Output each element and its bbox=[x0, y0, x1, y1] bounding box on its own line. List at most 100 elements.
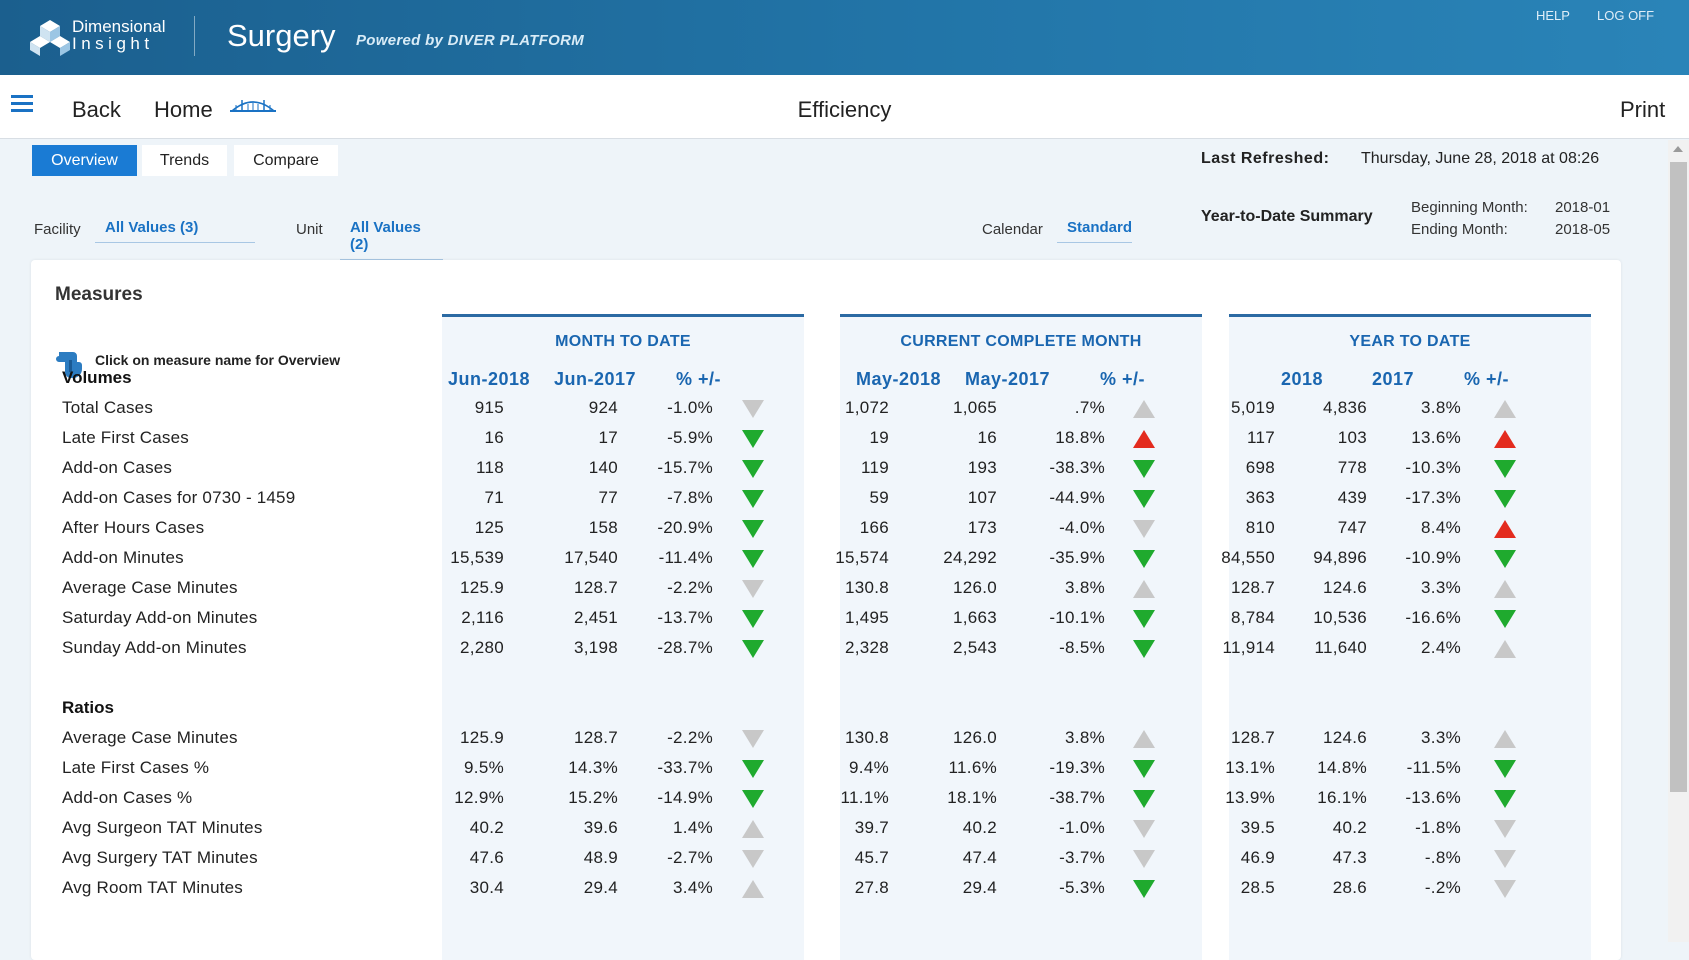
up-neutral-arrow-icon bbox=[742, 820, 764, 838]
current-value: 16 bbox=[484, 428, 504, 447]
header-divider bbox=[194, 16, 195, 56]
app-title: Surgery bbox=[227, 18, 336, 53]
scroll-up-arrow-icon[interactable] bbox=[1673, 146, 1683, 152]
measure-name-link[interactable]: Sunday Add-on Minutes bbox=[62, 638, 247, 657]
bridge-icon[interactable] bbox=[230, 95, 276, 117]
calendar-filter-select[interactable]: Standard bbox=[1057, 219, 1132, 243]
measure-name-link[interactable]: After Hours Cases bbox=[62, 518, 205, 537]
unit-filter-label: Unit bbox=[296, 221, 323, 238]
percent-change: -2.2% bbox=[667, 728, 713, 747]
measure-name-link[interactable]: Add-on Cases % bbox=[62, 788, 193, 807]
section-title: Ratios bbox=[62, 698, 114, 717]
tab-compare[interactable]: Compare bbox=[234, 145, 338, 176]
down-neutral-arrow-icon bbox=[1494, 850, 1516, 868]
up-red-arrow-icon bbox=[1494, 430, 1516, 448]
down-neutral-arrow-icon bbox=[742, 580, 764, 598]
column-header: Jun-2017 bbox=[554, 369, 637, 389]
current-value: 117 bbox=[1246, 428, 1275, 447]
prior-value: 173 bbox=[967, 518, 997, 537]
current-value: 12.9% bbox=[454, 788, 504, 807]
panel-title: YEAR TO DATE bbox=[1349, 333, 1471, 350]
ytd-summary-title: Year-to-Date Summary bbox=[1201, 208, 1373, 225]
percent-change: -14.9% bbox=[657, 788, 713, 807]
prior-value: 439 bbox=[1337, 488, 1367, 507]
menu-icon[interactable] bbox=[11, 95, 33, 113]
measure-name-link[interactable]: Avg Room TAT Minutes bbox=[62, 878, 243, 897]
ending-month-value: 2018-05 bbox=[1555, 221, 1611, 238]
prior-value: 3,198 bbox=[573, 638, 618, 657]
measure-name-link[interactable]: Average Case Minutes bbox=[62, 728, 238, 747]
measure-name-link[interactable]: Add-on Cases bbox=[62, 458, 173, 477]
prior-value: 40.2 bbox=[1332, 818, 1367, 837]
current-value: 15,574 bbox=[835, 548, 889, 567]
down-green-arrow-icon bbox=[1494, 490, 1516, 508]
measure-name-link[interactable]: Add-on Minutes bbox=[62, 548, 184, 567]
percent-change: -38.3% bbox=[1049, 458, 1105, 477]
percent-change: -19.3% bbox=[1049, 758, 1105, 777]
prior-value: 47.3 bbox=[1332, 848, 1367, 867]
down-green-arrow-icon bbox=[1133, 790, 1155, 808]
percent-change: 3.3% bbox=[1421, 578, 1461, 597]
print-button[interactable]: Print bbox=[1620, 97, 1666, 122]
current-value: 2,328 bbox=[844, 638, 889, 657]
column-header: Jun-2018 bbox=[448, 369, 531, 389]
measure-name-link[interactable]: Average Case Minutes bbox=[62, 578, 238, 597]
prior-value: 193 bbox=[967, 458, 997, 477]
calendar-filter-label: Calendar bbox=[982, 221, 1043, 238]
logoff-link[interactable]: LOG OFF bbox=[1597, 8, 1655, 23]
powered-by-label: Powered by DIVER PLATFORM bbox=[356, 32, 585, 49]
prior-value: 18.1% bbox=[947, 788, 997, 807]
measure-name-link[interactable]: Saturday Add-on Minutes bbox=[62, 608, 258, 627]
help-link[interactable]: HELP bbox=[1536, 8, 1570, 23]
tab-trends[interactable]: Trends bbox=[142, 145, 227, 176]
current-value: 125.9 bbox=[459, 728, 504, 747]
column-header: 2018 bbox=[1281, 369, 1324, 389]
prior-value: 14.3% bbox=[568, 758, 618, 777]
current-value: 40.2 bbox=[469, 818, 504, 837]
scrollbar[interactable] bbox=[1668, 140, 1689, 942]
down-neutral-arrow-icon bbox=[1133, 520, 1155, 538]
down-green-arrow-icon bbox=[1133, 880, 1155, 898]
percent-change: 1.4% bbox=[673, 818, 713, 837]
tab-overview[interactable]: Overview bbox=[32, 145, 137, 176]
down-neutral-arrow-icon bbox=[742, 730, 764, 748]
current-value: 11,914 bbox=[1222, 638, 1275, 657]
down-green-arrow-icon bbox=[1133, 490, 1155, 508]
back-link[interactable]: Back bbox=[72, 97, 121, 122]
current-value: 125.9 bbox=[459, 578, 504, 597]
current-value: 39.5 bbox=[1240, 818, 1275, 837]
column-header: May-2017 bbox=[965, 369, 1051, 389]
percent-change: -20.9% bbox=[657, 518, 713, 537]
prior-value: 140 bbox=[588, 458, 618, 477]
measure-name-link[interactable]: Avg Surgeon TAT Minutes bbox=[62, 818, 263, 837]
measure-name-link[interactable]: Add-on Cases for 0730 - 1459 bbox=[62, 488, 296, 507]
measure-name-link[interactable]: Avg Surgery TAT Minutes bbox=[62, 848, 258, 867]
column-header: 2017 bbox=[1372, 369, 1415, 389]
percent-change: 3.4% bbox=[673, 878, 713, 897]
unit-filter-select[interactable]: All Values (2) bbox=[340, 219, 443, 260]
down-neutral-arrow-icon bbox=[742, 850, 764, 868]
measure-name-link[interactable]: Late First Cases bbox=[62, 428, 189, 447]
percent-change: -5.9% bbox=[667, 428, 713, 447]
measure-name-link[interactable]: Total Cases bbox=[62, 398, 154, 417]
percent-change: -35.9% bbox=[1049, 548, 1105, 567]
measure-name-link[interactable]: Late First Cases % bbox=[62, 758, 210, 777]
down-neutral-arrow-icon bbox=[1133, 820, 1155, 838]
facility-filter-select[interactable]: All Values (3) bbox=[95, 219, 255, 243]
prior-value: 17 bbox=[598, 428, 618, 447]
brand-name: Dimensional Insight bbox=[72, 18, 166, 52]
prior-value: 48.9 bbox=[583, 848, 618, 867]
down-green-arrow-icon bbox=[742, 460, 764, 478]
scrollbar-thumb[interactable] bbox=[1670, 162, 1687, 792]
measures-hint: Click on measure name for Overview bbox=[95, 352, 341, 368]
prior-value: 4,836 bbox=[1322, 398, 1367, 417]
current-value: 119 bbox=[860, 458, 889, 477]
percent-change: -16.6% bbox=[1405, 608, 1461, 627]
prior-value: 124.6 bbox=[1322, 728, 1367, 747]
dimensional-insight-logo-icon bbox=[30, 20, 70, 56]
up-red-arrow-icon bbox=[1494, 520, 1516, 538]
last-refreshed-label: Last Refreshed: bbox=[1201, 150, 1330, 167]
home-link[interactable]: Home bbox=[154, 97, 213, 122]
down-green-arrow-icon bbox=[1133, 610, 1155, 628]
percent-change: -2.7% bbox=[667, 848, 713, 867]
